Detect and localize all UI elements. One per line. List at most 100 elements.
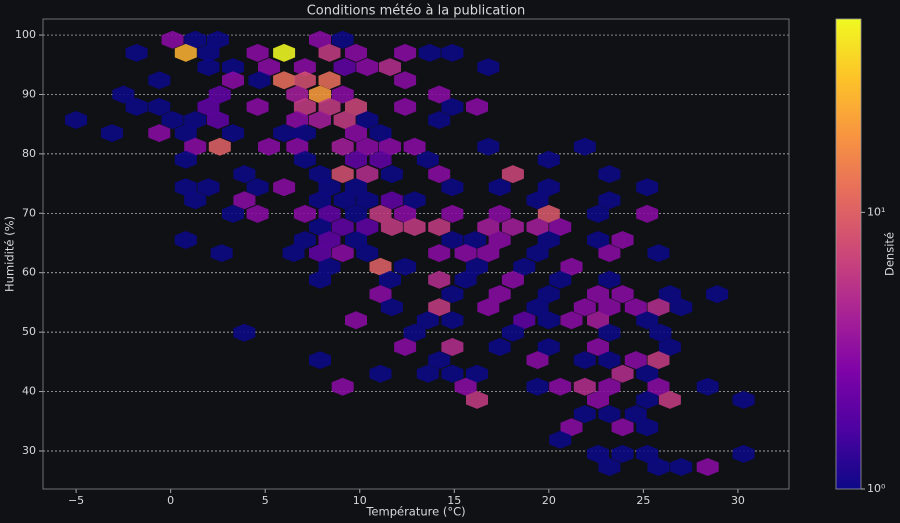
- hex-cell: [356, 244, 379, 263]
- x-tick-label: 15: [447, 494, 461, 507]
- hex-cell: [466, 97, 488, 116]
- x-tick-label: 20: [542, 494, 556, 507]
- hex-cell: [537, 338, 560, 356]
- hex-cell: [428, 298, 451, 317]
- hex-cell: [246, 204, 269, 223]
- x-tick-label: 25: [636, 494, 650, 507]
- hex-cell: [573, 137, 596, 156]
- hex-cell: [537, 204, 560, 223]
- hex-cell: [369, 364, 392, 383]
- hex-cell: [309, 191, 331, 210]
- hex-cell: [380, 298, 403, 317]
- plot-frame: [42, 18, 790, 490]
- hex-cell: [318, 231, 341, 249]
- hex-cell: [624, 351, 647, 370]
- hex-cell: [222, 204, 244, 223]
- hex-cell: [418, 43, 441, 62]
- hex-cell: [208, 137, 231, 156]
- hex-cell: [587, 338, 609, 356]
- hex-cell: [488, 285, 511, 304]
- hex-cell: [454, 270, 477, 289]
- hex-cell: [293, 124, 316, 143]
- hex-cell: [161, 30, 184, 49]
- hex-cell: [208, 85, 231, 104]
- hex-cell: [331, 137, 354, 156]
- hex-cell: [441, 178, 464, 197]
- hex-cell: [403, 218, 426, 236]
- hex-cell: [331, 377, 354, 396]
- hex-cell: [647, 351, 670, 370]
- hex-cell: [345, 43, 367, 62]
- hex-cell: [309, 30, 331, 49]
- colorbar: [835, 18, 862, 490]
- hex-cell: [293, 150, 316, 169]
- hex-cell: [658, 390, 681, 409]
- hex-cell: [732, 390, 755, 409]
- hex-cell: [587, 204, 609, 223]
- hex-cell: [293, 231, 316, 249]
- hex-cell: [598, 351, 621, 370]
- hex-cell: [636, 204, 659, 223]
- hex-cell: [441, 231, 464, 249]
- hex-cell: [394, 338, 417, 356]
- hex-cell: [706, 285, 729, 304]
- hex-cell: [174, 150, 197, 169]
- hex-cell: [309, 270, 331, 289]
- hex-cell: [670, 298, 693, 317]
- hex-cell: [318, 43, 341, 62]
- hex-cell: [598, 377, 621, 396]
- hex-cell: [379, 137, 401, 156]
- hex-cell: [428, 244, 451, 263]
- hex-cell: [273, 43, 296, 62]
- hex-cell: [184, 137, 207, 156]
- hex-cell: [369, 257, 392, 276]
- hex-cell: [380, 191, 403, 210]
- hex-cell: [286, 111, 309, 129]
- hex-cell: [636, 444, 659, 463]
- hex-cell: [248, 71, 271, 90]
- hex-cell: [293, 71, 316, 90]
- hex-cell: [174, 178, 197, 197]
- hex-cell: [112, 85, 135, 104]
- hex-cell: [477, 58, 500, 77]
- y-tick-label: 100: [15, 28, 36, 41]
- hex-cell: [488, 338, 511, 356]
- hex-cell: [246, 43, 269, 62]
- hex-cell: [428, 111, 451, 129]
- hex-cell: [403, 137, 426, 156]
- hex-cell: [331, 218, 354, 236]
- hex-cell: [636, 178, 659, 197]
- hex-cell: [598, 298, 621, 317]
- hex-cell: [184, 30, 207, 49]
- hex-cell: [318, 71, 341, 90]
- hex-cell: [309, 244, 331, 263]
- hex-cell: [394, 71, 417, 90]
- hex-cell: [526, 244, 549, 263]
- hex-cell: [598, 191, 621, 210]
- hex-cell: [258, 58, 280, 77]
- hex-cell: [560, 311, 583, 330]
- hex-cell: [403, 323, 426, 342]
- x-tick-label: 10: [353, 494, 367, 507]
- hex-cell: [441, 43, 464, 62]
- hex-cell: [526, 191, 549, 210]
- hex-cell: [441, 97, 464, 116]
- hex-cell: [356, 58, 379, 77]
- hex-cell: [379, 270, 401, 289]
- hex-cell: [197, 58, 220, 77]
- hex-cell: [356, 191, 379, 210]
- hex-cell: [647, 377, 670, 396]
- hex-cell: [148, 97, 171, 116]
- hex-cell: [184, 191, 207, 210]
- hex-cell: [273, 71, 296, 90]
- hex-cell: [356, 218, 379, 236]
- hex-cell: [477, 137, 500, 156]
- hex-cell: [624, 298, 647, 317]
- y-tick-label: 80: [22, 147, 36, 160]
- hex-cell: [647, 244, 670, 263]
- hex-cell: [464, 231, 487, 249]
- hex-cell: [587, 390, 609, 409]
- hex-cell: [598, 244, 621, 263]
- hex-cell: [318, 97, 341, 116]
